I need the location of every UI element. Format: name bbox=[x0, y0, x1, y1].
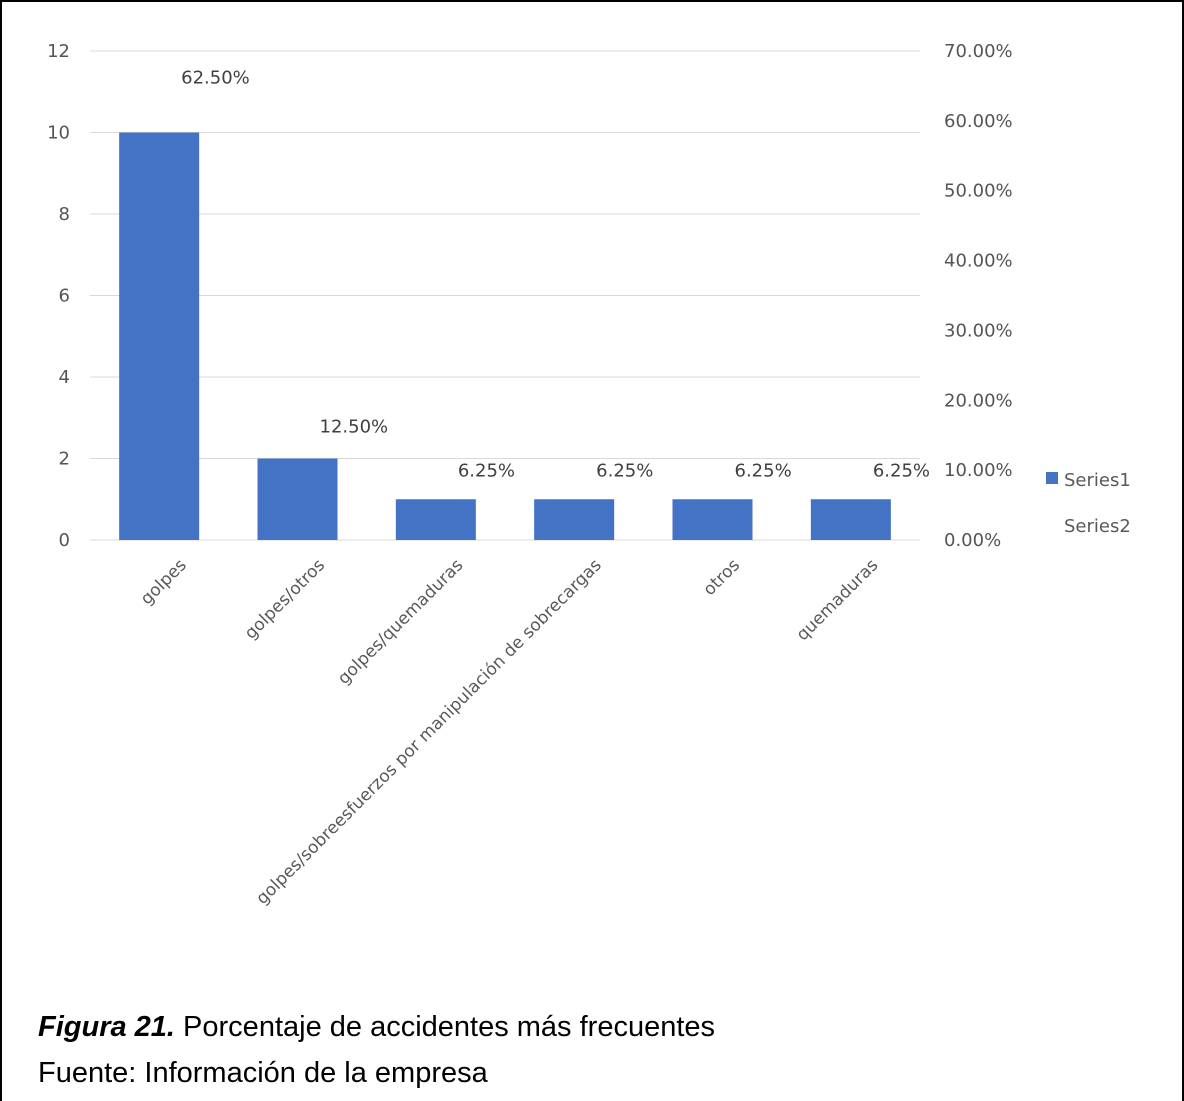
y2-tick-label: 50.00% bbox=[944, 181, 1013, 202]
y-tick-label: 0 bbox=[59, 530, 70, 551]
figure-source: Fuente: Información de la empresa bbox=[38, 1057, 488, 1089]
y-tick-label: 12 bbox=[47, 41, 70, 62]
figure-number: Figura 21. bbox=[38, 1011, 175, 1043]
y-axis-primary: 0 2 4 6 8 10 12 bbox=[47, 41, 70, 551]
bar bbox=[257, 458, 338, 540]
data-label: 6.25% bbox=[873, 460, 930, 481]
legend: Series1 Series2 bbox=[1046, 470, 1131, 537]
gridlines bbox=[90, 50, 920, 541]
data-label: 6.25% bbox=[596, 460, 653, 481]
legend-label-series1: Series1 bbox=[1064, 470, 1131, 491]
y2-tick-label: 20.00% bbox=[944, 390, 1013, 411]
legend-label-series2: Series2 bbox=[1064, 516, 1131, 537]
category-label: golpes/sobreesfuerzos por manipulación d… bbox=[252, 555, 605, 908]
data-label: 6.25% bbox=[458, 460, 515, 481]
y-axis-secondary: 0.00% 10.00% 20.00% 30.00% 40.00% 50.00% 60.00… bbox=[944, 41, 1013, 551]
bar bbox=[395, 499, 476, 540]
y-tick-label: 2 bbox=[59, 449, 70, 470]
data-label: 62.50% bbox=[181, 67, 250, 88]
y2-tick-label: 30.00% bbox=[944, 320, 1013, 341]
category-label: golpes bbox=[137, 555, 191, 609]
y-tick-label: 6 bbox=[59, 286, 70, 307]
y-tick-label: 8 bbox=[59, 204, 70, 225]
category-label: golpes/otros bbox=[241, 555, 329, 643]
bar bbox=[119, 132, 200, 540]
data-label: 6.25% bbox=[735, 460, 792, 481]
y2-tick-label: 10.00% bbox=[944, 460, 1013, 481]
bar bbox=[672, 499, 753, 540]
y2-tick-label: 70.00% bbox=[944, 41, 1013, 62]
category-label: golpes/quemaduras bbox=[334, 555, 467, 688]
y-tick-label: 4 bbox=[59, 367, 70, 388]
category-labels: golpes golpes/otros golpes/quemadurasgolpe… bbox=[137, 555, 883, 908]
category-label: otros bbox=[700, 555, 745, 600]
y2-tick-label: 60.00% bbox=[944, 111, 1013, 132]
figure-caption: Figura 21. Porcentaje de accidentes más … bbox=[38, 1011, 715, 1044]
bar bbox=[534, 499, 615, 540]
data-labels: 62.50% 12.50% 6.25% 6.25% 6.25% 6.25% bbox=[181, 67, 930, 481]
y2-tick-label: 40.00% bbox=[944, 251, 1013, 272]
legend-swatch-series1 bbox=[1046, 472, 1058, 484]
figure-title: Porcentaje de accidentes más frecuentes bbox=[175, 1011, 716, 1043]
y2-tick-label: 0.00% bbox=[944, 530, 1001, 551]
bar-chart: 0 2 4 6 8 10 12 0.00% 10.00% 20.00% 30.00% 40.00% 5… bbox=[47, 41, 1131, 909]
category-label: quemaduras bbox=[793, 555, 883, 645]
y-tick-label: 10 bbox=[47, 123, 70, 144]
bars bbox=[119, 132, 891, 540]
data-label: 12.50% bbox=[320, 417, 389, 438]
bar bbox=[810, 499, 891, 540]
